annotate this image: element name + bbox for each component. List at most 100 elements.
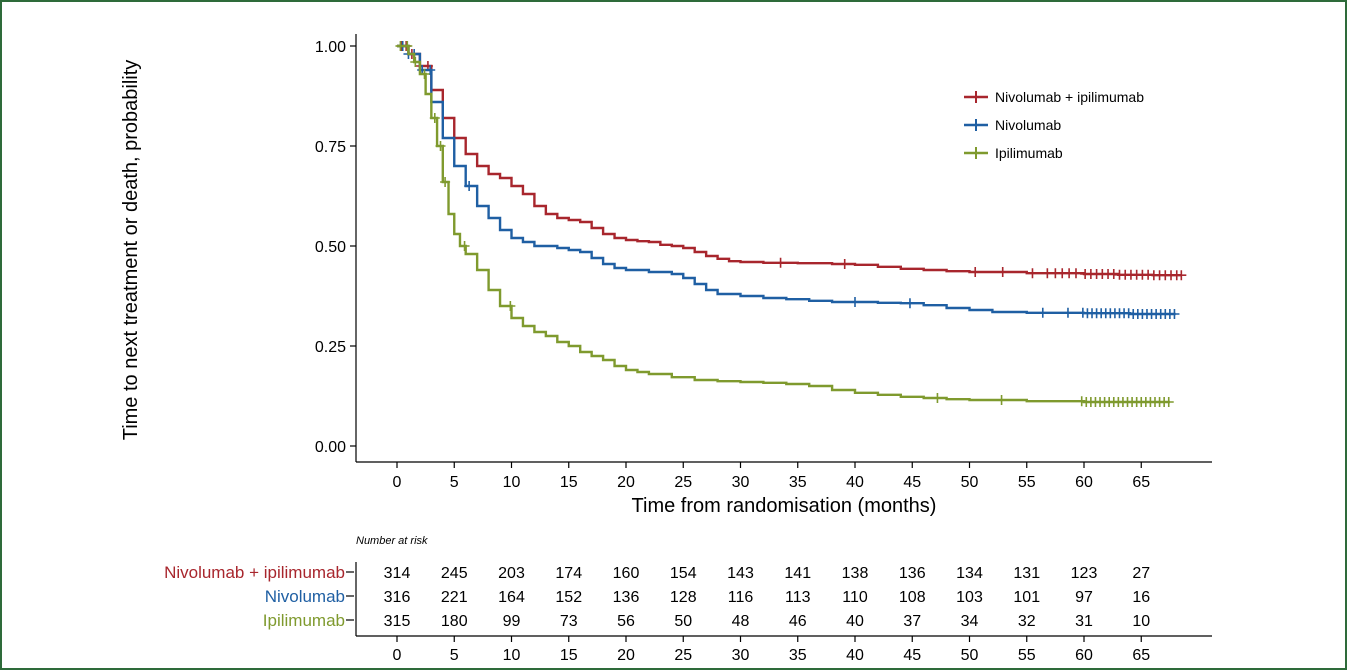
risk-x-tick-label: 20 — [617, 647, 635, 664]
censor-mark — [464, 181, 475, 191]
risk-value: 34 — [961, 613, 979, 630]
risk-value: 134 — [956, 565, 983, 582]
risk-x-tick-label: 15 — [560, 647, 578, 664]
series-line-2 — [397, 44, 1176, 316]
legend-label: Nivolumab — [995, 117, 1061, 133]
risk-value: 131 — [1013, 565, 1040, 582]
risk-x-tick-label: 35 — [789, 647, 807, 664]
risk-row-label: Ipilimumab — [263, 611, 345, 630]
risk-value: 73 — [560, 613, 578, 630]
x-tick-label: 15 — [560, 474, 578, 491]
risk-value: 37 — [903, 613, 921, 630]
risk-x-tick-label: 10 — [503, 647, 521, 664]
censor-mark — [1037, 307, 1048, 318]
risk-value: 108 — [899, 589, 926, 606]
risk-value: 46 — [789, 613, 807, 630]
curves — [395, 41, 1187, 407]
risk-x-tick-label: 55 — [1018, 647, 1036, 664]
censor-mark — [1176, 270, 1187, 281]
censor-mark — [1163, 397, 1174, 407]
risk-value: 116 — [728, 589, 754, 606]
x-tick-label: 10 — [503, 474, 521, 491]
censor-mark — [402, 41, 413, 51]
censor-mark — [839, 259, 850, 269]
censor-mark — [904, 298, 915, 309]
censor-mark — [996, 395, 1007, 405]
risk-value: 203 — [498, 565, 525, 582]
risk-value: 141 — [784, 565, 811, 582]
series-line-1 — [397, 44, 1182, 277]
x-tick-label: 60 — [1075, 474, 1093, 491]
risk-value: 123 — [1071, 565, 1098, 582]
x-tick-label: 65 — [1132, 474, 1150, 491]
censor-mark — [435, 141, 446, 151]
y-tick-label: 1.00 — [315, 39, 346, 56]
risk-value: 32 — [1018, 613, 1036, 630]
risk-value: 138 — [842, 565, 869, 582]
y-tick-label: 0.00 — [315, 439, 346, 456]
censor-mark — [419, 69, 430, 79]
risk-table: Number at risk Nivolumab + ipilimumab 314 2… — [164, 535, 1212, 664]
x-tick-label: 45 — [903, 474, 921, 491]
censor-mark — [850, 297, 860, 307]
x-tick-label: 50 — [961, 474, 979, 491]
x-tick-label: 0 — [393, 474, 402, 491]
legend-label: Nivolumab + ipilimumab — [995, 89, 1144, 105]
risk-x-tick-label: 40 — [846, 647, 864, 664]
censor-mark — [775, 257, 786, 268]
risk-value: 221 — [441, 589, 468, 606]
risk-x-tick-label: 5 — [450, 647, 459, 664]
legend: Nivolumab + ipilimumab Nivolumab Ipilimuma… — [964, 89, 1144, 161]
y-tick-label: 0.75 — [315, 139, 346, 156]
x-axis-title: Time from randomisation (months) — [632, 495, 937, 517]
risk-value: 143 — [727, 565, 754, 582]
legend-label: Ipilimumab — [995, 145, 1063, 161]
risk-value: 316 — [384, 589, 411, 606]
risk-value: 27 — [1132, 565, 1150, 582]
censor-mark — [1027, 268, 1038, 279]
risk-table-title: Number at risk — [356, 535, 428, 547]
risk-x-tick-label: 50 — [961, 647, 979, 664]
risk-value: 174 — [555, 565, 582, 582]
risk-value: 113 — [785, 589, 811, 606]
risk-value: 136 — [899, 565, 926, 582]
censor-mark — [1062, 307, 1073, 318]
risk-value: 50 — [674, 613, 692, 630]
x-tick-label: 30 — [732, 474, 750, 491]
risk-x-tick-label: 65 — [1132, 647, 1150, 664]
x-tick-label: 40 — [846, 474, 864, 491]
risk-value: 99 — [503, 613, 521, 630]
axes: 0.00 0.25 0.50 0.75 1.00 0 5 10 15 20 25 30 35 40 45 50… — [120, 34, 1212, 517]
censor-mark — [505, 301, 516, 311]
risk-value: 31 — [1075, 613, 1093, 630]
risk-value: 10 — [1132, 613, 1150, 630]
risk-x-tick-label: 0 — [393, 647, 402, 664]
risk-value: 40 — [846, 613, 864, 630]
risk-value: 56 — [617, 613, 635, 630]
risk-value: 103 — [956, 589, 983, 606]
y-tick-label: 0.25 — [315, 339, 346, 356]
risk-x-tick-label: 30 — [732, 647, 750, 664]
censor-mark — [440, 177, 451, 187]
risk-row-label: Nivolumab + ipilimumab — [164, 563, 345, 582]
risk-value: 16 — [1132, 589, 1150, 606]
x-tick-label: 20 — [617, 474, 635, 491]
risk-value: 110 — [842, 589, 868, 606]
censor-mark — [932, 393, 943, 403]
risk-x-tick-label: 25 — [674, 647, 692, 664]
risk-value: 164 — [498, 589, 525, 606]
censor-mark — [410, 57, 421, 67]
censor-mark — [997, 267, 1008, 277]
x-tick-label: 55 — [1018, 474, 1036, 491]
risk-value: 315 — [384, 613, 411, 630]
risk-value: 154 — [670, 565, 697, 582]
x-tick-label: 35 — [789, 474, 807, 491]
x-tick-label: 5 — [450, 474, 459, 491]
risk-value: 152 — [555, 589, 582, 606]
risk-value: 136 — [613, 589, 640, 606]
risk-value: 48 — [732, 613, 750, 630]
censor-mark — [1070, 268, 1081, 279]
risk-value: 160 — [613, 565, 640, 582]
